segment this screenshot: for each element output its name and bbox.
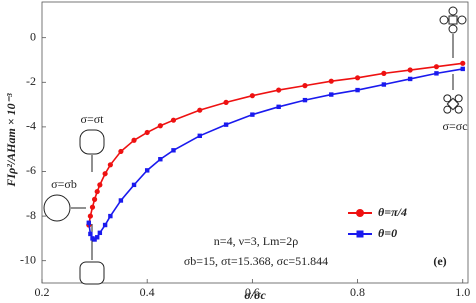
- data-point: [158, 157, 163, 162]
- shape-icons: [43, 6, 467, 285]
- legend-marker: [356, 230, 364, 238]
- annotation: σ=σc: [442, 119, 467, 133]
- icon: [79, 261, 105, 285]
- data-point: [328, 78, 334, 84]
- data-point: [223, 122, 229, 127]
- x-tick-label: 0.6: [245, 285, 260, 299]
- data-point: [302, 83, 308, 89]
- data-point: [88, 231, 93, 237]
- data-point: [197, 107, 203, 113]
- data-point: [86, 220, 92, 225]
- x-axis-label: σ/σc: [244, 288, 266, 302]
- series-line: [88, 62, 463, 226]
- data-point: [381, 82, 387, 87]
- annotation: n=4, ν=3, Lm=2ρ: [214, 234, 298, 248]
- panel-label: (e): [433, 254, 446, 268]
- data-point: [94, 188, 100, 195]
- data-point: [144, 129, 150, 136]
- icon: [443, 94, 463, 114]
- data-point: [108, 213, 113, 219]
- annotation: σ=σb: [51, 177, 77, 191]
- legend-label: θ=0: [378, 226, 397, 240]
- data-point: [276, 87, 282, 93]
- data-point: [97, 182, 103, 188]
- data-point: [102, 171, 108, 177]
- annotation: σ=σt: [80, 112, 104, 126]
- y-tick-label: -8: [26, 208, 36, 222]
- y-tick-label: -4: [26, 119, 36, 133]
- x-tick-label: 0.8: [350, 285, 365, 299]
- plot-frame: [41, 1, 469, 284]
- data-point: [95, 235, 100, 240]
- icon: [79, 129, 105, 155]
- data-point: [118, 198, 124, 203]
- data-point: [87, 213, 93, 219]
- x-tick-label: 1.0: [455, 285, 470, 299]
- x-tick-label: 0.2: [35, 285, 50, 299]
- y-tick-label: -10: [20, 252, 36, 266]
- icon: [43, 194, 71, 222]
- legend-marker: [356, 209, 364, 217]
- data-point: [381, 70, 387, 76]
- data-point: [354, 75, 361, 81]
- y-tick-label: 0: [30, 29, 36, 43]
- data-point: [407, 76, 413, 82]
- data-point: [249, 93, 255, 99]
- y-axis-label: FIρ²/AHam × 10⁻³: [4, 93, 18, 188]
- data-point: [107, 162, 113, 168]
- data-point: [144, 168, 150, 173]
- data-point: [407, 67, 413, 73]
- data-point: [89, 204, 96, 210]
- data-point: [157, 123, 163, 129]
- data-point: [131, 182, 137, 188]
- data-point: [250, 112, 255, 117]
- data-point: [433, 64, 440, 70]
- y-tick-label: -2: [26, 74, 36, 88]
- data-point: [460, 66, 465, 72]
- data-point: [355, 87, 360, 93]
- data-point: [91, 196, 98, 202]
- annotation: σb=15, σt=15.368, σc=51.844: [184, 254, 328, 268]
- data-point: [92, 237, 97, 242]
- y-tick-label: -6: [26, 163, 36, 177]
- data-point: [118, 148, 124, 155]
- data-point: [434, 71, 439, 76]
- data-point: [131, 137, 137, 143]
- data-point: [102, 222, 108, 228]
- data-point: [197, 133, 202, 139]
- legend-label: θ=π/4: [378, 205, 407, 219]
- data-point: [170, 117, 177, 123]
- data-point: [276, 104, 281, 110]
- x-tick-label: 0.4: [140, 285, 155, 299]
- icon: [439, 6, 467, 34]
- data-point: [97, 230, 103, 236]
- data-point: [223, 99, 229, 105]
- data-point: [460, 60, 466, 66]
- data-point: [302, 97, 308, 103]
- data-point: [329, 92, 334, 97]
- data-point: [171, 148, 176, 153]
